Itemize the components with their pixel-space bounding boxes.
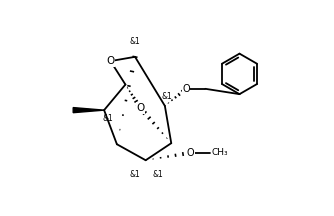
Text: O: O (187, 148, 194, 158)
Text: CH₃: CH₃ (212, 148, 228, 157)
Text: O: O (106, 56, 115, 66)
Text: O: O (182, 84, 190, 94)
Text: &1: &1 (130, 170, 140, 179)
Text: &1: &1 (103, 114, 114, 123)
Text: &1: &1 (162, 92, 172, 101)
Polygon shape (73, 108, 104, 113)
Text: &1: &1 (152, 170, 163, 179)
Text: &1: &1 (130, 37, 140, 46)
Text: O: O (136, 103, 145, 113)
